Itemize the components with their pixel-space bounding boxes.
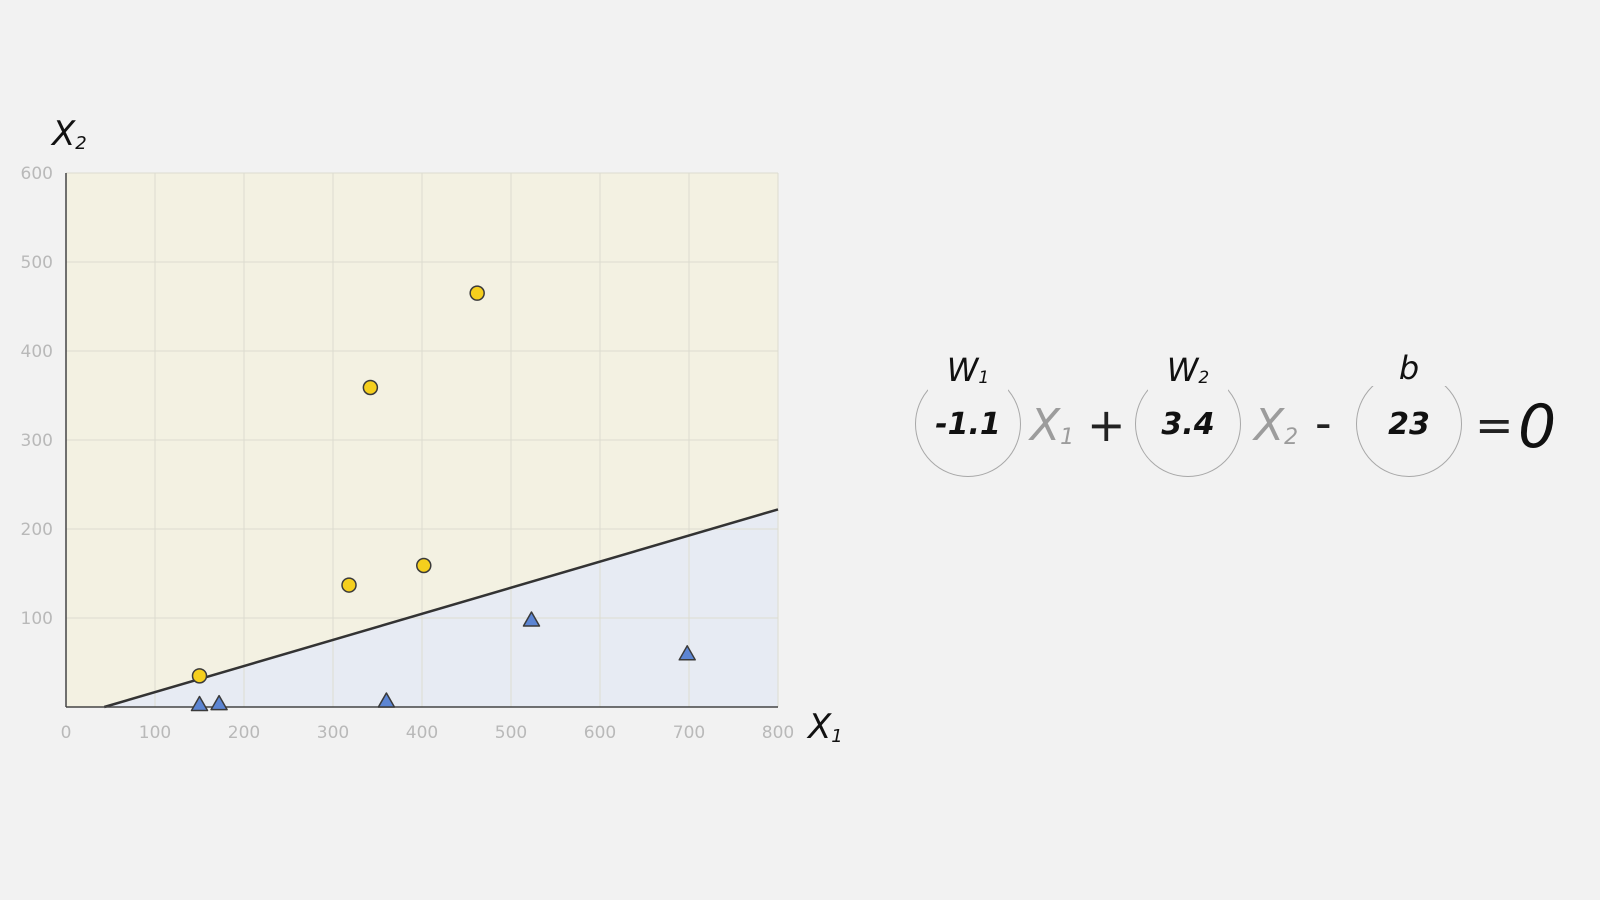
x-tick-label: 0	[61, 723, 72, 743]
w2-label: W2	[1148, 352, 1228, 396]
y-tick-label: 300	[21, 431, 53, 451]
data-point-triangle	[190, 695, 209, 712]
x2-variable: X2	[1254, 400, 1299, 451]
data-point-triangle	[210, 694, 228, 711]
y-tick-label: 600	[21, 164, 53, 184]
y-tick-label: 100	[21, 609, 53, 629]
decision-boundary-line	[103, 508, 779, 709]
x-axis-label: X1	[806, 707, 843, 747]
scatter-chart: 0 100 200 300 400 500 600 700 800 100 200 300 400 500…	[21, 114, 843, 747]
plus-operator: +	[1087, 398, 1126, 452]
x-tick-label: 500	[495, 723, 527, 743]
x-tick-label: 100	[139, 723, 171, 743]
y-axis-label: X2	[50, 114, 87, 154]
x-tick-label: 300	[317, 723, 349, 743]
x-tick-label: 800	[762, 723, 794, 743]
equation-result: 0	[1518, 392, 1557, 462]
w2-value: 3.4	[1161, 407, 1215, 442]
x1-variable: X1	[1030, 400, 1075, 451]
data-point-triangle	[678, 645, 696, 661]
b-value: 23	[1388, 407, 1430, 442]
b-label: b	[1369, 350, 1449, 386]
data-point-triangle	[377, 692, 396, 708]
x-tick-label: 600	[584, 723, 616, 743]
data-point-triangle	[522, 611, 541, 627]
w1-value: -1.1	[935, 407, 1001, 442]
minus-operator: -	[1315, 396, 1332, 450]
data-point-circle	[469, 285, 485, 301]
x-tick-label: 700	[673, 723, 705, 743]
w1-label: W1	[928, 352, 1008, 396]
x-tick-label: 400	[406, 723, 438, 743]
y-tick-label: 200	[21, 520, 53, 540]
y-tick-label: 400	[21, 342, 53, 362]
x-tick-label: 200	[228, 723, 260, 743]
y-tick-label: 500	[21, 253, 53, 273]
data-point-circle	[191, 668, 208, 684]
equals-operator: =	[1475, 398, 1514, 452]
data-point-circle	[341, 577, 357, 593]
data-point-circle	[362, 379, 379, 396]
data-point-circle	[416, 557, 432, 574]
